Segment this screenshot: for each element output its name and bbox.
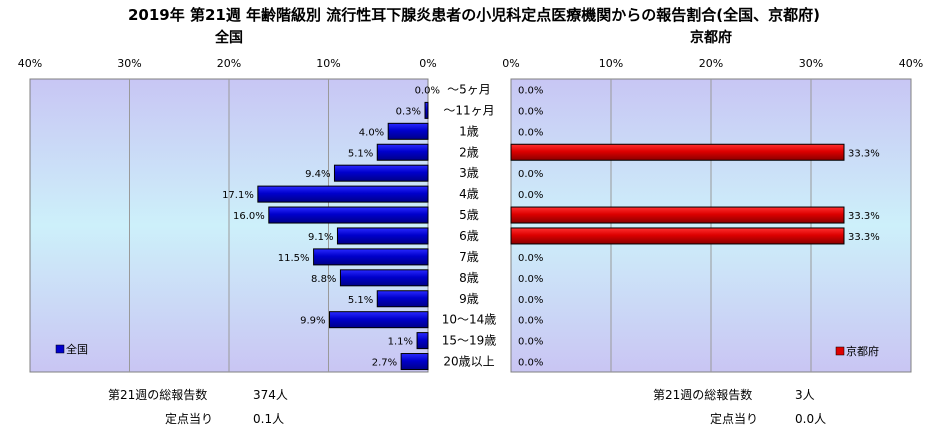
category-label: 3歳 [459, 166, 479, 180]
bar-national [328, 311, 429, 329]
value-label-kyoto: 0.0% [518, 274, 543, 285]
summary-national-per-site-value: 0.1人 [253, 412, 284, 426]
summary-kyoto: 第21週の総報告数 3人 定点当り 0.0人 [653, 387, 826, 426]
x-tick-label: 10% [599, 57, 623, 70]
value-label-national: 9.9% [300, 316, 325, 327]
bar-national [376, 143, 429, 161]
x-tick-label: 40% [899, 57, 923, 70]
summary-national-total-value: 374人 [253, 388, 288, 402]
category-label: 7歳 [459, 250, 479, 264]
bar-national [333, 164, 429, 182]
value-label-national: 5.1% [348, 148, 373, 159]
bar-national [424, 101, 429, 119]
category-label: 5歳 [459, 208, 479, 222]
category-label: 1歳 [459, 124, 479, 138]
value-label-kyoto: 33.3% [848, 211, 880, 222]
summary-national-total-label: 第21週の総報告数 [108, 387, 207, 402]
bar-national [336, 227, 429, 245]
x-tick-label: 30% [117, 57, 141, 70]
category-label: 2歳 [459, 145, 479, 159]
value-label-national: 11.5% [278, 253, 310, 264]
value-label-national: 1.1% [388, 337, 413, 348]
bar-national [387, 122, 429, 140]
value-label-kyoto: 33.3% [848, 148, 880, 159]
legend-swatch-national [55, 344, 65, 354]
value-label-national: 9.1% [308, 232, 333, 243]
category-label: 4歳 [459, 187, 479, 201]
value-label-national: 16.0% [233, 211, 265, 222]
value-label-kyoto: 0.0% [518, 253, 543, 264]
summary-kyoto-per-site-label: 定点当り [710, 411, 758, 426]
category-label: 6歳 [459, 229, 479, 243]
x-tick-label: 10% [316, 57, 340, 70]
value-label-kyoto: 0.0% [518, 295, 543, 306]
bar-national [400, 353, 429, 371]
value-label-kyoto: 0.0% [518, 85, 543, 96]
value-label-kyoto: 33.3% [848, 232, 880, 243]
value-label-national: 5.1% [348, 295, 373, 306]
bar-national [416, 332, 429, 350]
bar-kyoto [510, 143, 845, 161]
value-label-national: 8.8% [311, 274, 336, 285]
value-label-kyoto: 0.0% [518, 190, 543, 201]
x-tick-label: 40% [18, 57, 42, 70]
legend-label-kyoto: 京都府 [846, 344, 879, 358]
summary-kyoto-total-label: 第21週の総報告数 [653, 387, 752, 402]
category-label: ～5ヶ月 [447, 82, 491, 96]
summary-kyoto-total-value: 3人 [795, 388, 815, 402]
bar-national [257, 185, 429, 203]
value-label-kyoto: 0.0% [518, 127, 543, 138]
value-label-kyoto: 0.0% [518, 316, 543, 327]
bar-national [376, 290, 429, 308]
summary-kyoto-per-site-value: 0.0人 [795, 412, 826, 426]
value-label-national: 0.0% [415, 85, 440, 96]
legend-kyoto: 京都府 [835, 344, 879, 358]
value-label-kyoto: 0.0% [518, 358, 543, 369]
bar-national [313, 248, 429, 266]
value-label-national: 17.1% [222, 190, 254, 201]
value-label-national: 0.3% [396, 106, 421, 117]
panel-title-kyoto: 京都府 [690, 29, 732, 46]
x-tick-label: 0% [419, 57, 436, 70]
chart-title: 2019年 第21週 年齢階級別 流行性耳下腺炎患者の小児科定点医療機関からの報… [128, 6, 820, 24]
value-label-kyoto: 0.0% [518, 337, 543, 348]
x-tick-label: 20% [217, 57, 241, 70]
legend-swatch-kyoto [835, 346, 845, 356]
category-label: 9歳 [459, 292, 479, 306]
category-label: 10～14歳 [442, 313, 497, 327]
legend-label-national: 全国 [66, 342, 88, 356]
panel-title-national: 全国 [214, 29, 243, 46]
value-label-kyoto: 0.0% [518, 169, 543, 180]
category-label: ～11ヶ月 [443, 103, 494, 117]
x-tick-label: 0% [502, 57, 519, 70]
bar-national [268, 206, 429, 224]
summary-national-per-site-label: 定点当り [165, 411, 213, 426]
value-label-national: 4.0% [359, 127, 384, 138]
summary-national: 第21週の総報告数 374人 定点当り 0.1人 [108, 387, 288, 426]
category-label: 8歳 [459, 271, 479, 285]
bar-kyoto [510, 206, 845, 224]
category-label: 15～19歳 [442, 334, 497, 348]
x-tick-label: 30% [799, 57, 823, 70]
value-label-national: 2.7% [372, 358, 397, 369]
x-tick-label: 20% [699, 57, 723, 70]
bar-national [339, 269, 429, 287]
category-label: 20歳以上 [443, 355, 494, 369]
legend-national: 全国 [55, 342, 88, 356]
value-label-kyoto: 0.0% [518, 106, 543, 117]
bar-kyoto [510, 227, 845, 245]
value-label-national: 9.4% [305, 169, 330, 180]
